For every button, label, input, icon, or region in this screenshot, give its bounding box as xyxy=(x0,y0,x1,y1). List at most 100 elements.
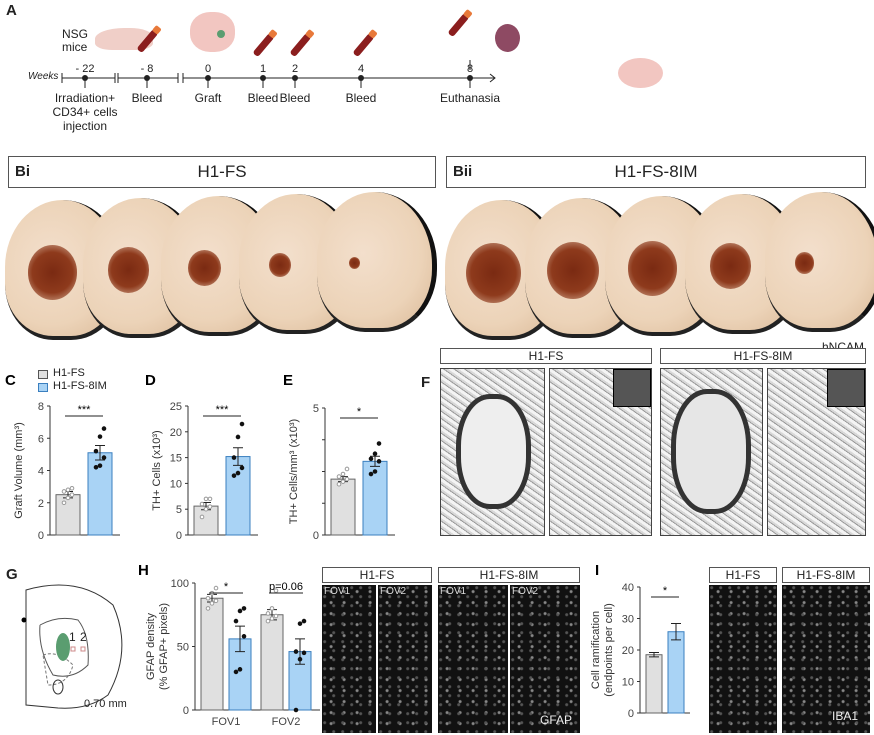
data-point xyxy=(97,463,103,468)
mouse-brain-illustration xyxy=(618,58,663,88)
arrow-up-icon xyxy=(469,60,471,70)
fov-1-marker: 1 xyxy=(69,630,76,644)
data-point xyxy=(203,506,209,512)
panel-label-f: F xyxy=(421,374,431,391)
bar-h1fs xyxy=(330,478,356,536)
y-axis-label: GFAP density xyxy=(145,612,157,680)
data-point xyxy=(340,479,346,484)
panel-bi-title: H1-FS xyxy=(197,162,247,181)
panel-h-header-h1fs8im: H1-FS-8IM xyxy=(438,567,580,583)
y-tick-label: 100 xyxy=(171,578,189,590)
data-point xyxy=(376,459,382,464)
timepoint-week: 0 xyxy=(204,63,212,75)
brain-section-schematic xyxy=(21,584,123,709)
y-tick-label: 10 xyxy=(170,478,182,490)
y-tick-label: 5 xyxy=(176,504,182,516)
panel-bii-header: Bii H1-FS-8IM xyxy=(446,156,866,188)
th-micrograph-h1fs8im-high xyxy=(767,368,866,536)
timepoint-week: 4 xyxy=(357,63,365,75)
iba1-stain-label: IBA1 xyxy=(832,709,859,723)
data-point xyxy=(237,608,243,614)
data-point xyxy=(344,476,350,482)
graft-stain xyxy=(709,243,751,289)
gfap-stain-label: GFAP xyxy=(540,713,573,727)
data-point xyxy=(241,606,247,611)
arrow-icon xyxy=(478,73,496,83)
y-tick-label: 0 xyxy=(176,530,182,542)
data-point xyxy=(69,492,75,497)
data-point xyxy=(372,451,378,457)
y-tick-label: 4 xyxy=(38,466,44,478)
significance-label: *** xyxy=(216,404,230,416)
y-axis-label: (% GFAP+ pixels) xyxy=(158,603,170,690)
data-point xyxy=(213,585,219,591)
y-tick-label: 40 xyxy=(622,582,634,594)
timepoint-event: Bleed xyxy=(279,91,311,105)
data-point xyxy=(269,606,275,611)
significance-label: p=0.06 xyxy=(269,581,303,593)
graft-stain xyxy=(187,249,221,286)
graft-stain xyxy=(268,253,291,278)
blood-tube-icon xyxy=(289,32,312,58)
error-bar xyxy=(233,447,243,466)
error-bar xyxy=(235,625,245,653)
graft-region xyxy=(56,633,70,661)
gfap-image-h1fs-fov1: FOV1 xyxy=(322,585,376,733)
bar-h1fs xyxy=(645,654,663,714)
panel-label: D xyxy=(145,372,156,389)
y-axis-label: TH+ Cells/mm³ (x10³) xyxy=(288,419,300,524)
data-point xyxy=(205,595,211,601)
th-micrograph-h1fs-low xyxy=(440,368,545,536)
legend-swatch-h1fs8im xyxy=(38,383,48,392)
gfap-image-h1fs8im-fov1: FOV1 xyxy=(438,585,508,733)
data-point xyxy=(203,496,209,502)
data-point xyxy=(372,469,378,474)
panel-label-bi: Bi xyxy=(15,163,30,180)
timepoint-week: 2 xyxy=(291,63,299,75)
timepoint-week: 8 xyxy=(466,63,474,75)
data-point xyxy=(297,656,303,662)
data-point xyxy=(265,611,271,616)
data-point xyxy=(269,616,275,621)
y-tick-label: 2 xyxy=(38,498,44,510)
data-point xyxy=(293,649,299,654)
organs-illustration xyxy=(495,24,520,52)
data-point xyxy=(265,618,271,624)
error-bar xyxy=(649,652,659,658)
x-tick-label: FOV2 xyxy=(272,716,301,728)
graft-stain xyxy=(349,256,361,269)
bar-h1fs8im xyxy=(667,631,685,714)
gfap-image-h1fs8im-fov2: FOV2 GFAP xyxy=(510,585,580,733)
panel-f-header-h1fs8im: H1-FS-8IM xyxy=(660,348,866,364)
data-point xyxy=(301,618,307,624)
bar-h1fs xyxy=(200,597,224,711)
timeline-axis xyxy=(61,60,496,88)
significance-label: * xyxy=(357,406,362,418)
data-point xyxy=(241,634,247,639)
legend-swatch-h1fs xyxy=(38,370,48,379)
data-point xyxy=(207,504,213,509)
data-point xyxy=(61,500,67,506)
timepoint-event: Bleed xyxy=(131,91,163,105)
data-point xyxy=(273,613,279,619)
data-point xyxy=(69,485,75,491)
data-point xyxy=(233,618,239,624)
timepoint-week: 1 xyxy=(259,63,267,75)
error-bar xyxy=(95,445,105,461)
data-point xyxy=(231,455,237,460)
y-tick-label: 0 xyxy=(183,705,189,717)
y-tick-label: 10 xyxy=(622,677,634,689)
y-tick-label: 0 xyxy=(313,530,319,542)
graft-stain xyxy=(795,252,815,274)
panel-i-header-h1fs: H1-FS xyxy=(709,567,777,583)
data-point xyxy=(239,465,245,471)
x-tick-label: FOV1 xyxy=(212,716,241,728)
y-axis-label: Graft Volume (mm³) xyxy=(13,422,25,519)
panel-label-a: A xyxy=(6,2,17,19)
brain-graft-illustration xyxy=(190,12,235,52)
data-point xyxy=(93,464,99,470)
y-tick-label: 50 xyxy=(177,642,189,654)
y-tick-label: 15 xyxy=(170,453,182,465)
panel-i-header-h1fs8im: H1-FS-8IM xyxy=(782,567,870,583)
data-point xyxy=(344,466,350,472)
